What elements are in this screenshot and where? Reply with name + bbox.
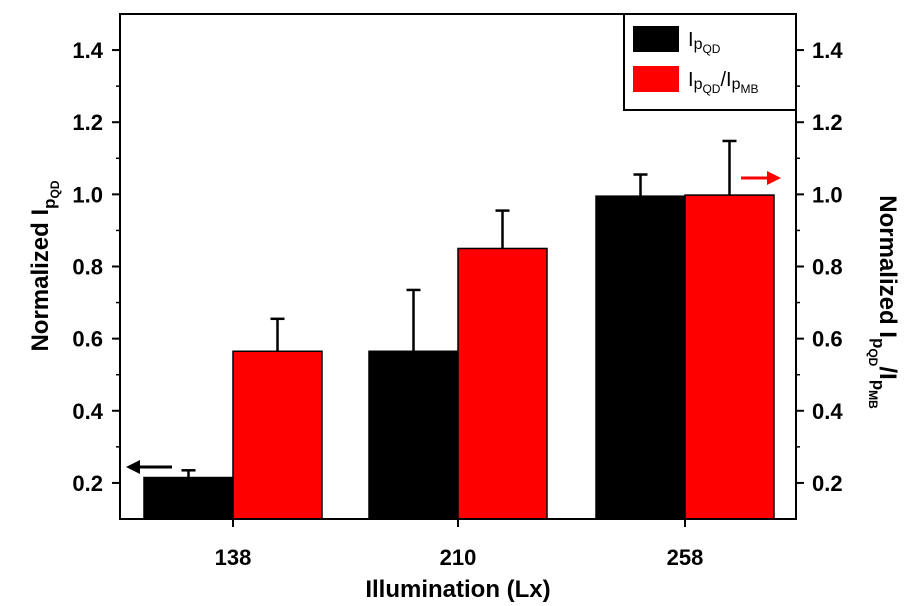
y-tick-label-right-0.6: 0.6	[812, 327, 843, 352]
y-tick-label-left-0.8: 0.8	[72, 255, 103, 280]
y-tick-label-left-1.4: 1.4	[72, 38, 103, 63]
legend-swatch-ratio	[633, 66, 679, 92]
x-axis-title: Illumination (Lx)	[365, 576, 550, 603]
x-tick-label-138: 138	[215, 545, 252, 570]
legend-label-ip-qd: IpQD	[688, 29, 721, 56]
y-tick-label-right-1.4: 1.4	[812, 38, 843, 63]
bars-layer	[143, 194, 775, 520]
bar-ip-qd-138	[143, 476, 234, 520]
arrow-right	[741, 171, 781, 185]
y-tick-label-right-1.0: 1.0	[812, 182, 843, 207]
bar-ip-qd-210	[368, 350, 459, 520]
labels-layer: 138 210 258 0.2 0.2 0.4 0.4 0.6 0.6 0.8 0.8 1.0 1.0 1…	[72, 38, 843, 570]
legend: IpQD IpQD/IpMB	[623, 13, 797, 111]
y-axis-title-left: Normalized IpQD	[27, 180, 62, 351]
y-tick-label-left-0.2: 0.2	[72, 471, 103, 496]
arrow-left	[126, 460, 172, 474]
y-tick-label-left-1.2: 1.2	[72, 110, 103, 135]
bar-ratio-210	[457, 247, 548, 520]
y-tick-label-right-1.2: 1.2	[812, 110, 843, 135]
legend-label-ratio: IpQD/IpMB	[688, 69, 759, 96]
y-axis-title-right: Normalized IpQD/IpMB	[866, 195, 901, 409]
y-tick-label-left-0.6: 0.6	[72, 327, 103, 352]
legend-swatch-ip-qd	[633, 26, 679, 52]
arrow-right-head	[767, 171, 781, 185]
x-tick-label-210: 210	[440, 545, 477, 570]
axes-layer	[112, 49, 804, 527]
y-tick-label-left-1.0: 1.0	[72, 182, 103, 207]
bar-ratio-258	[684, 194, 775, 520]
y-tick-label-left-0.4: 0.4	[72, 399, 103, 424]
y-tick-label-right-0.8: 0.8	[812, 255, 843, 280]
y-tick-label-right-0.2: 0.2	[812, 471, 843, 496]
bar-ratio-138	[232, 350, 323, 520]
x-tick-label-258: 258	[667, 545, 704, 570]
bar-ip-qd-258	[595, 195, 686, 520]
y-tick-label-right-0.4: 0.4	[812, 399, 843, 424]
error-bars-layer	[181, 139, 737, 478]
arrow-left-head	[126, 460, 140, 474]
